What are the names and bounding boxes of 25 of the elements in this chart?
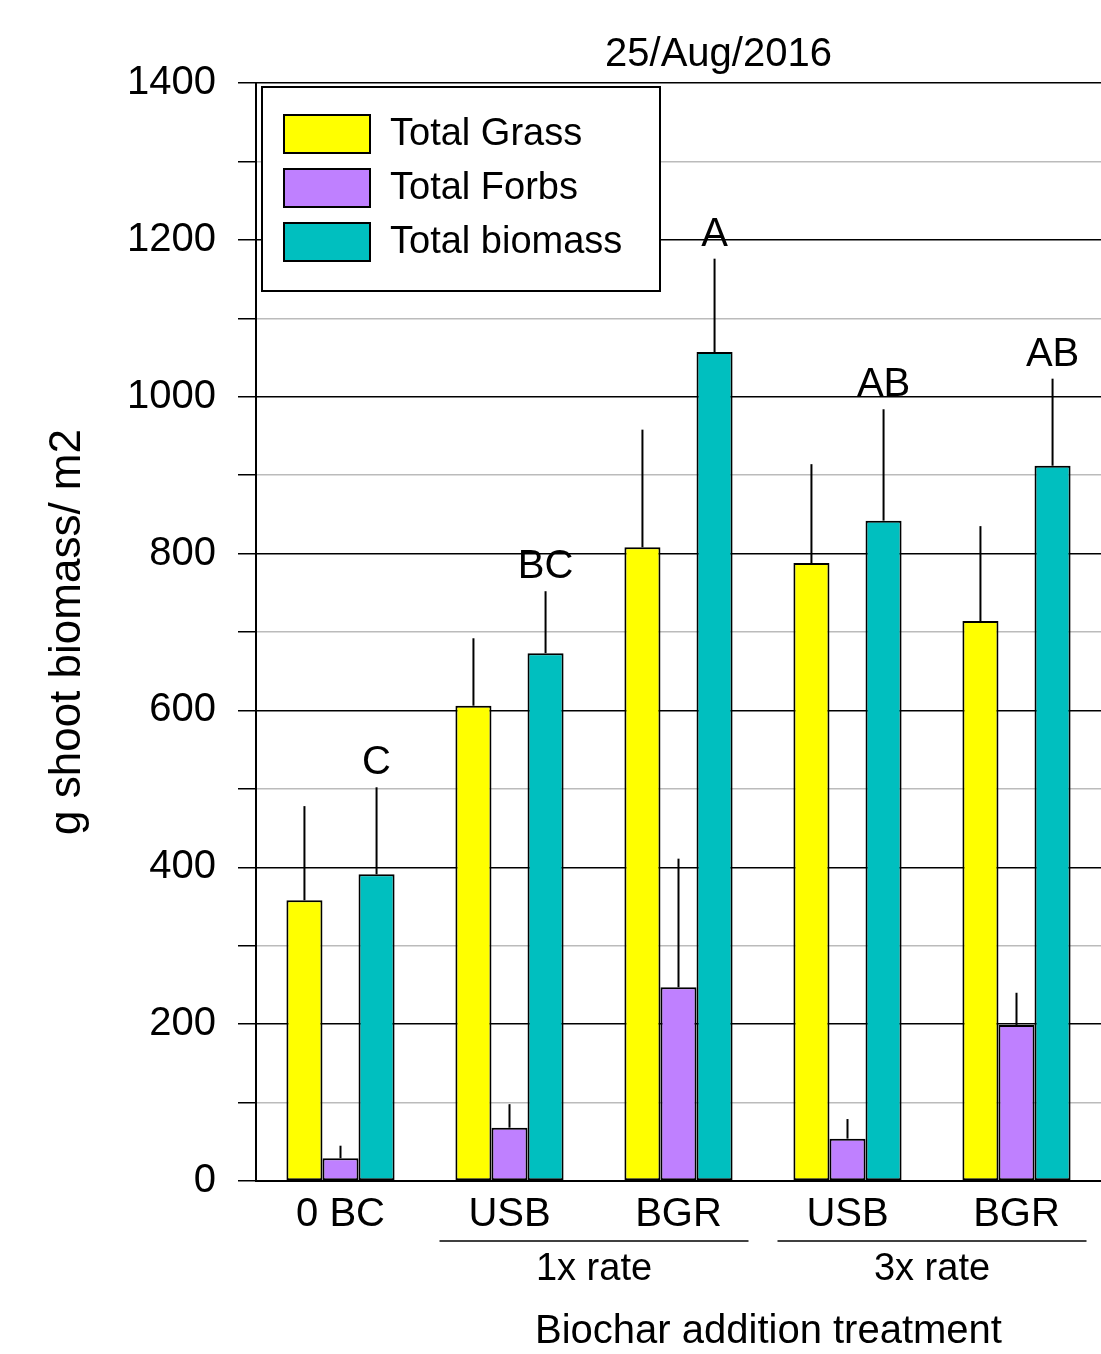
x-tick-label: BGR: [635, 1190, 722, 1235]
y-tick-label: 600: [149, 685, 216, 730]
legend-label: Total Grass: [390, 111, 583, 154]
y-tick-label: 1000: [127, 371, 216, 416]
x-tick-label: BGR: [973, 1190, 1060, 1235]
legend-label: Total biomass: [390, 219, 623, 262]
annotation: AB: [1025, 329, 1080, 374]
x-axis-title: Biochar addition treatment: [535, 1307, 1002, 1352]
annotation: BC: [517, 542, 574, 587]
text: 1x rate: [535, 1246, 653, 1289]
annotation: AB: [856, 360, 911, 405]
y-tick-label: 1400: [127, 58, 216, 103]
legend-label: Total Forbs: [390, 165, 578, 208]
annotation: C: [362, 738, 391, 783]
chart-title: 25/Aug/2016: [605, 30, 832, 75]
y-tick-label: 1200: [127, 214, 216, 259]
x-tick-label: USB: [806, 1190, 889, 1235]
y-tick-label: 400: [149, 842, 216, 887]
y-tick-label: 200: [149, 999, 216, 1044]
y-axis-title: g shoot biomass/ m2: [40, 429, 90, 835]
x-tick-label: 0 BC: [296, 1190, 385, 1235]
text: 3x rate: [873, 1246, 991, 1289]
y-tick-label: 800: [149, 528, 216, 573]
y-tick-label: 0: [193, 1156, 216, 1201]
x-tick-label: USB: [468, 1190, 551, 1235]
